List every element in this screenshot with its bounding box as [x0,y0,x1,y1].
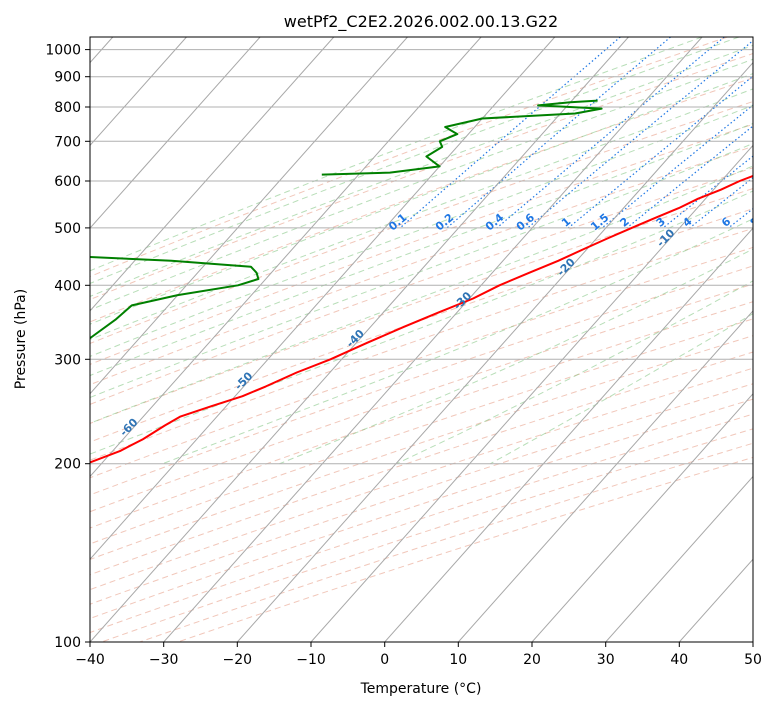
isotherm-line [90,37,408,395]
x-tick-label: 0 [380,652,389,668]
isotherm-line [310,144,753,642]
isotherm-line [90,37,629,642]
x-tick-label: 30 [597,652,615,668]
y-axis-title: Pressure (hPa) [13,289,29,389]
mixing-ratio-line [626,125,753,229]
dry-adiabat-line [90,208,753,443]
moist-adiabat-line [90,37,703,272]
moist-adiabat-line [90,165,753,424]
isotherm-line [605,475,753,642]
isotherm-line [90,37,335,312]
y-tick-label: 200 [54,457,81,473]
x-tick-label: 40 [670,652,688,668]
x-tick-label: 50 [744,652,762,668]
dry-adiabat-line [90,265,753,496]
dry-adiabat-line [90,335,753,561]
dewpoint-lower-trace [321,99,603,176]
isotherm-line [163,37,703,642]
y-tick-label: 700 [54,134,81,150]
y-tick-label: 600 [54,174,81,190]
isotherm-line [90,37,556,560]
dry-adiabat-line [90,52,753,301]
mixing-ratio-line [496,37,725,229]
mixing-ratio-line [568,75,753,229]
y-tick-label: 800 [54,100,81,116]
mixing-ratio-line [399,37,621,229]
chart-title: wetPf2_C2E2.2026.002.00.13.G22 [284,12,558,32]
isotherm-line [236,61,753,642]
mixing-ratio-line [601,104,753,229]
x-tick-label: −20 [223,652,253,668]
plot-frame [89,36,754,643]
x-axis-title: Temperature (°C) [360,681,482,697]
mixing-ratio-line [446,37,671,229]
y-tick-label: 100 [54,635,81,651]
isotherm-line [90,37,261,229]
x-tick-label: −30 [149,652,179,668]
temperature-trace [90,174,753,464]
moist-adiabat-line [90,88,753,341]
moist-adiabat-line [490,313,753,465]
dry-adiabat-line [90,188,753,424]
dry-adiabat-line [90,77,753,323]
moist-adiabat-line [90,122,753,377]
isotherm-line [531,392,753,642]
y-tick-label: 500 [54,221,81,237]
dry-adiabat-line [90,351,753,576]
y-tick-label: 900 [54,70,81,86]
dry-adiabat-line [90,383,753,605]
dry-adiabat-line [90,37,728,278]
isotherm-line [90,37,482,478]
y-tick-label: 300 [54,352,81,368]
mixing-ratio-line [527,39,753,229]
y-tick-label: 400 [54,278,81,294]
isotherm-line [384,227,753,642]
isotherm-line [90,37,187,147]
x-tick-label: 20 [523,652,541,668]
moist-adiabat-line [162,218,753,465]
x-tick-label: −10 [296,652,326,668]
x-tick-label: 10 [449,652,467,668]
dewpoint-trace [90,256,260,340]
mixing-ratio-label: 8 [748,215,762,230]
isotherm-line [457,310,753,642]
x-tick-label: −40 [75,652,105,668]
moist-adiabat-line [90,73,753,325]
y-tick-label: 1000 [45,43,81,59]
dry-adiabat-line [90,301,753,529]
